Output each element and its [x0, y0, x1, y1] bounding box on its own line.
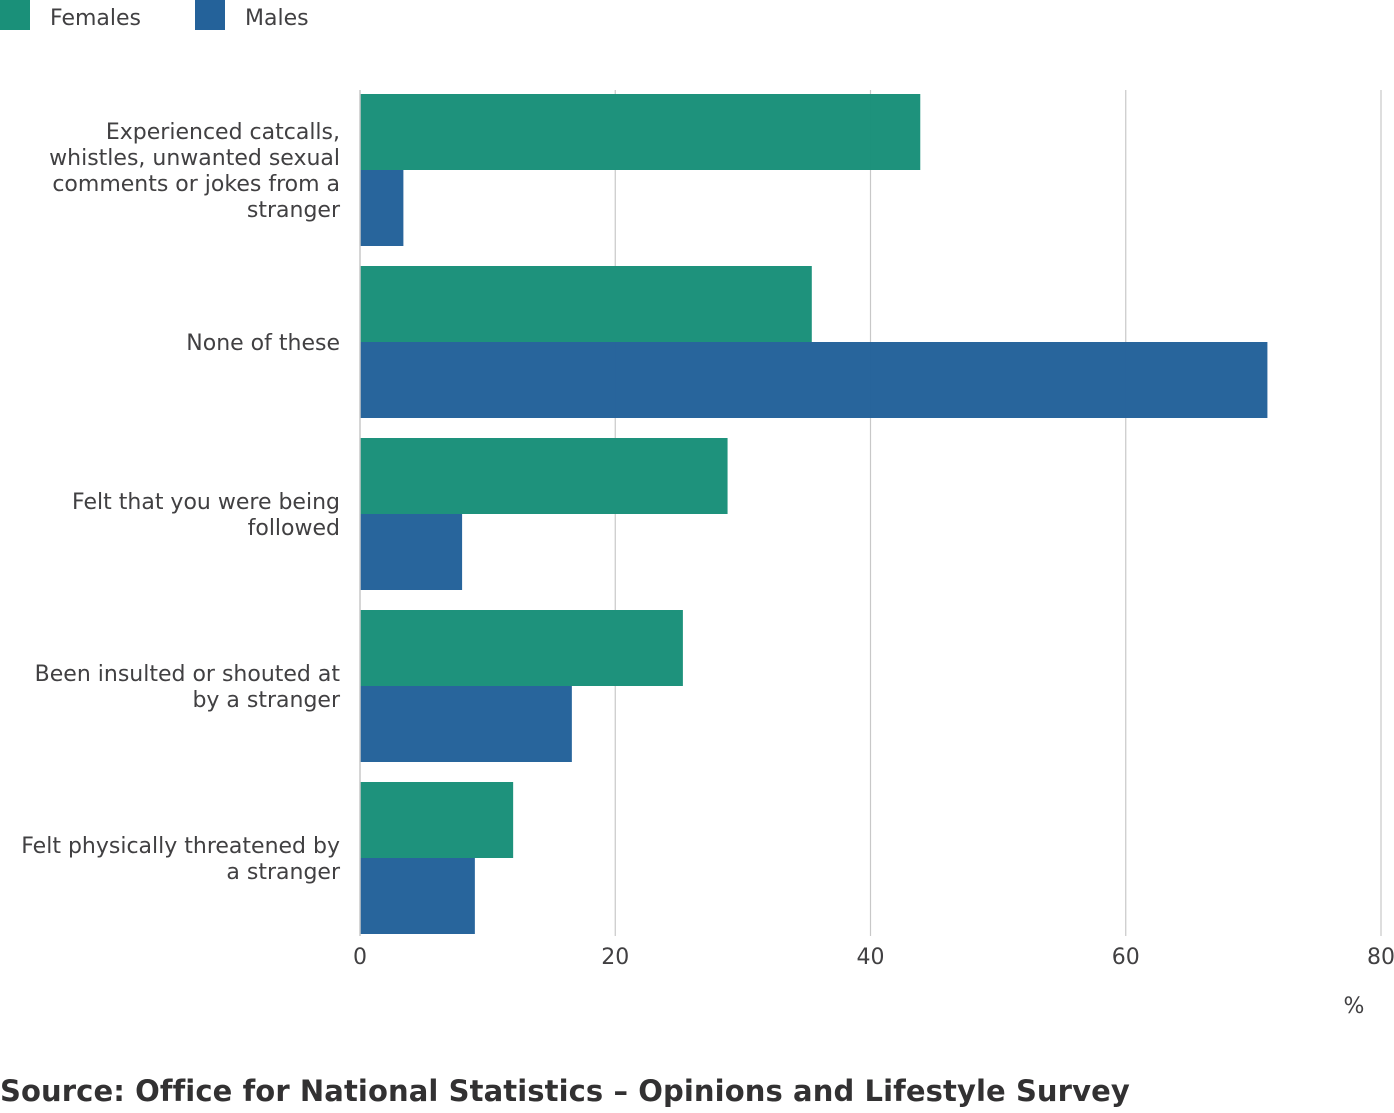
bar-females-4	[360, 782, 514, 858]
legend-item-females: Females	[0, 0, 141, 31]
legend-swatch-females	[0, 0, 30, 30]
legend-label-females: Females	[50, 6, 142, 31]
x-tick-label-20: 20	[601, 945, 629, 970]
bar-males-1	[360, 342, 1268, 418]
category-label-2: Felt that you were being followed	[72, 490, 340, 541]
bar-males-3	[360, 686, 572, 762]
bar-males-4	[360, 858, 475, 934]
legend-swatch-males	[195, 0, 225, 30]
category-label-4: Felt physically threatened by a stranger	[21, 834, 341, 885]
bar-chart: Experienced catcalls, whistles, unwanted …	[21, 90, 1394, 1019]
bar-females-3	[360, 610, 683, 686]
legend-item-males: Males	[195, 0, 309, 31]
category-label-3: Been insulted or shouted at by a stranger	[35, 662, 341, 713]
x-axis-unit-label: %	[1344, 994, 1365, 1019]
x-tick-label-40: 40	[857, 945, 885, 970]
category-label-1: None of these	[186, 331, 340, 356]
bar-females-1	[360, 266, 812, 342]
x-tick-label-80: 80	[1367, 945, 1394, 970]
x-tick-label-60: 60	[1112, 945, 1140, 970]
source-note: Source: Office for National Statistics –…	[0, 1074, 1130, 1108]
legend-label-males: Males	[245, 6, 309, 31]
x-tick-label-0: 0	[353, 945, 367, 970]
bar-females-0	[360, 94, 921, 170]
bar-males-0	[360, 170, 404, 246]
category-label-0: Experienced catcalls, whistles, unwanted …	[49, 120, 341, 223]
bar-males-2	[360, 514, 463, 590]
bar-females-2	[360, 438, 728, 514]
